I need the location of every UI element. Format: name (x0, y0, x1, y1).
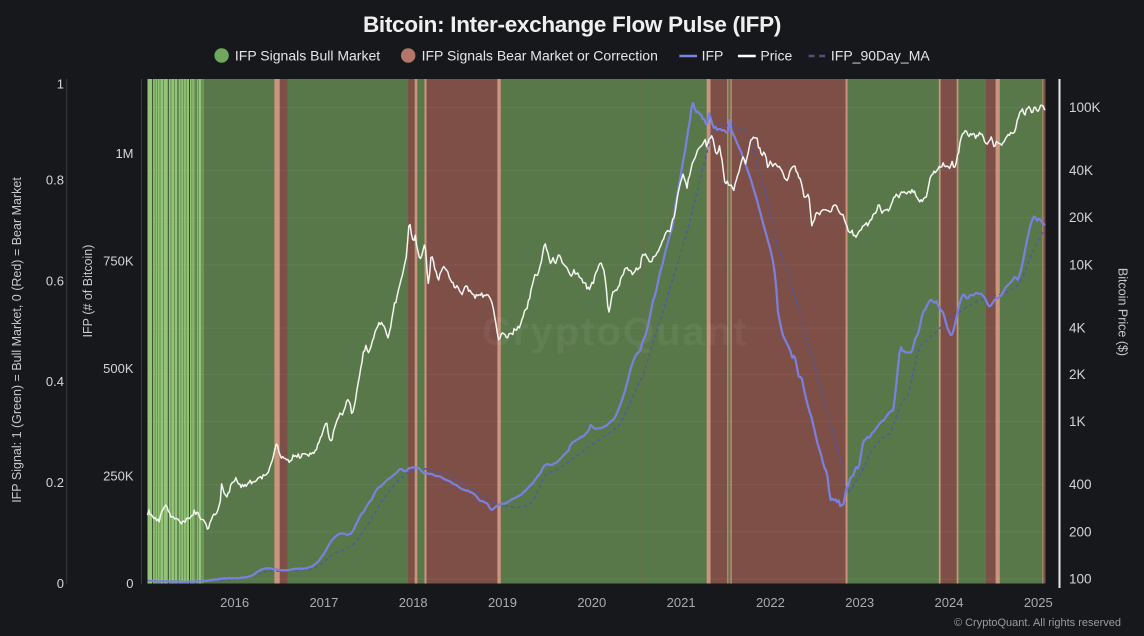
svg-text:0.2: 0.2 (46, 475, 64, 490)
svg-text:100: 100 (1069, 572, 1092, 587)
svg-text:0: 0 (57, 576, 64, 591)
svg-text:Bitcoin Price ($): Bitcoin Price ($) (1116, 268, 1130, 356)
svg-text:1M: 1M (115, 146, 133, 161)
svg-text:40K: 40K (1069, 163, 1093, 178)
svg-text:0.6: 0.6 (46, 273, 64, 288)
svg-text:IFP Signals Bear Market or Cor: IFP Signals Bear Market or Correction (422, 48, 658, 64)
svg-text:2018: 2018 (399, 595, 428, 610)
svg-text:2023: 2023 (845, 595, 874, 610)
svg-text:0.4: 0.4 (46, 374, 64, 389)
svg-text:© CryptoQuant. All rights rese: © CryptoQuant. All rights reserved (954, 617, 1121, 629)
svg-text:20K: 20K (1069, 210, 1093, 225)
svg-text:4K: 4K (1069, 321, 1086, 336)
svg-text:500K: 500K (103, 361, 134, 376)
svg-text:2017: 2017 (309, 595, 338, 610)
svg-text:1: 1 (57, 77, 64, 92)
svg-text:250K: 250K (103, 469, 134, 484)
svg-text:IFP_90Day_MA: IFP_90Day_MA (831, 48, 930, 64)
svg-text:0: 0 (126, 576, 133, 591)
svg-text:100K: 100K (1069, 100, 1101, 115)
svg-text:2021: 2021 (667, 595, 696, 610)
svg-text:2020: 2020 (577, 595, 606, 610)
svg-text:Price: Price (760, 48, 792, 64)
svg-text:2K: 2K (1069, 367, 1086, 382)
svg-text:750K: 750K (103, 254, 134, 269)
svg-text:2022: 2022 (756, 595, 785, 610)
svg-text:Bitcoin: Inter-exchange Flow P: Bitcoin: Inter-exchange Flow Pulse (IFP) (363, 12, 781, 37)
svg-text:IFP (# of Bitcoin): IFP (# of Bitcoin) (81, 245, 95, 338)
svg-text:IFP Signals Bull Market: IFP Signals Bull Market (235, 48, 380, 64)
svg-text:0.8: 0.8 (46, 172, 64, 187)
svg-text:2016: 2016 (220, 595, 249, 610)
svg-text:2019: 2019 (488, 595, 517, 610)
svg-text:IFP: IFP (702, 48, 724, 64)
svg-text:2025: 2025 (1024, 595, 1053, 610)
svg-text:400: 400 (1069, 477, 1092, 492)
svg-text:IFP Signal: 1 (Green) = Bull M: IFP Signal: 1 (Green) = Bull Market, 0 (… (10, 177, 24, 503)
svg-text:2024: 2024 (935, 595, 964, 610)
svg-text:CryptoQuant: CryptoQuant (482, 310, 748, 354)
svg-text:10K: 10K (1069, 257, 1093, 272)
svg-text:1K: 1K (1069, 414, 1086, 429)
svg-text:200: 200 (1069, 524, 1092, 539)
